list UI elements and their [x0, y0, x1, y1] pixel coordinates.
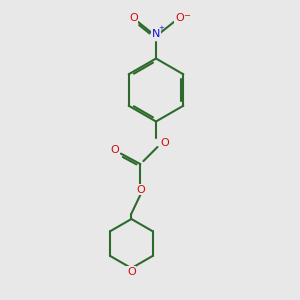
Text: +: +	[158, 26, 164, 32]
Text: O: O	[136, 184, 146, 195]
Text: −: −	[183, 11, 190, 20]
Text: O: O	[160, 137, 169, 148]
Text: O: O	[110, 145, 119, 155]
Text: O: O	[127, 267, 136, 277]
Text: O: O	[175, 13, 184, 23]
Text: O: O	[129, 13, 138, 23]
Text: N: N	[152, 29, 160, 40]
